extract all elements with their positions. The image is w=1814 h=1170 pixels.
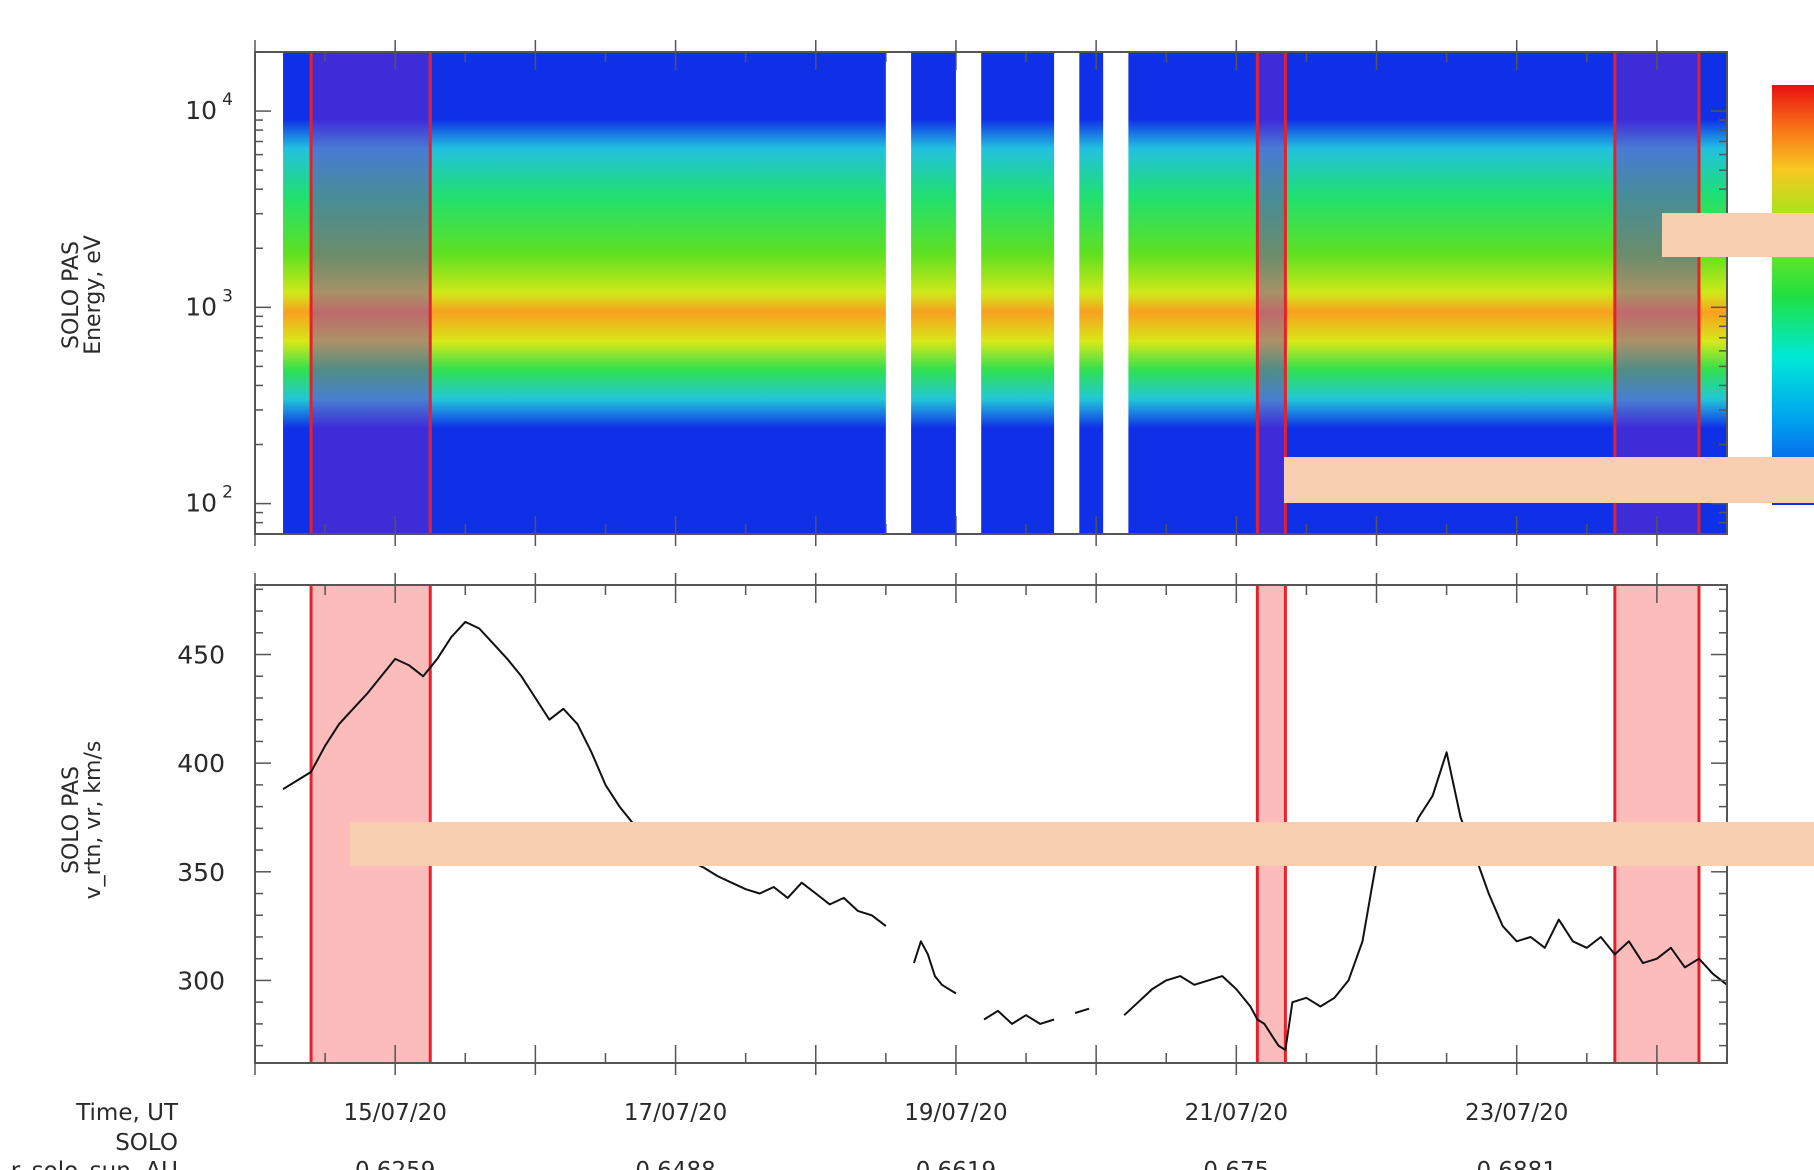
date-tick-label-0: 15/07/20 xyxy=(344,1100,447,1126)
distance-tick-label-0: 0.6259 xyxy=(355,1158,435,1170)
velocity-line-segment-1 xyxy=(912,940,957,995)
velocity-ytick-label-3: 450 xyxy=(177,641,225,670)
redaction-bar-2 xyxy=(1284,457,1814,503)
velocity-line-segment-3 xyxy=(1074,1007,1090,1014)
date-tick-label-4: 23/07/20 xyxy=(1465,1100,1568,1126)
distance-tick-label-2: 0.6619 xyxy=(916,1158,996,1170)
spectrogram-frame xyxy=(254,51,1728,535)
date-tick-label-3: 21/07/20 xyxy=(1185,1100,1288,1126)
data-gap-3 xyxy=(1054,52,1080,534)
spectrogram-image xyxy=(255,52,1727,534)
spectrogram-data-gaps xyxy=(255,52,1129,534)
spectrogram-ytick-label-2: 10 xyxy=(185,96,217,125)
spectrogram-ytick-exponent-0: 2 xyxy=(222,483,233,503)
velocity-ytick-label-0: 300 xyxy=(177,966,225,995)
velocity-ylabel-line1: SOLO PAS xyxy=(59,766,84,874)
spectrogram-ylabel-line1: SOLO PAS xyxy=(59,241,84,349)
redaction-bar-1 xyxy=(1662,213,1814,257)
spectrogram-highlight-intervals xyxy=(309,52,1701,534)
colorbar xyxy=(1772,85,1814,505)
time-axis-labels: Time, UT SOLO r_solo_sun, AU 15/07/20 0.6… xyxy=(11,1100,1569,1170)
velocity-axis-ticks xyxy=(254,573,1728,1075)
data-gap-4 xyxy=(1103,52,1129,534)
velocity-ylabel-line2: v_rtn, vr, km/s xyxy=(81,741,106,900)
date-tick-label-1: 17/07/20 xyxy=(624,1100,727,1126)
data-gap-0 xyxy=(255,52,284,534)
time-row-label: Time, UT xyxy=(75,1100,179,1126)
spectrogram-axis-ticks xyxy=(254,40,1728,546)
velocity-line-segment-2 xyxy=(983,1009,1055,1025)
spectrogram-ylabel-line2: Energy, eV xyxy=(81,235,106,355)
data-gap-1 xyxy=(885,52,912,534)
data-gap-2 xyxy=(955,52,982,534)
velocity-y-tick-labels: 300 350 400 450 xyxy=(177,641,225,996)
spectrogram-ytick-exponent-1: 3 xyxy=(222,286,233,306)
distance-tick-label-3: 0.675 xyxy=(1203,1158,1269,1170)
spectrogram-highlight-1 xyxy=(1257,52,1286,534)
velocity-ytick-label-1: 350 xyxy=(177,858,225,887)
redaction-bar-3 xyxy=(350,822,1814,866)
distance-row-label: r_solo_sun, AU xyxy=(11,1158,178,1170)
velocity-line-segment-0 xyxy=(282,620,887,927)
velocity-ytick-label-2: 400 xyxy=(177,749,225,778)
spectrogram-ytick-label-1: 10 xyxy=(185,292,217,321)
distance-tick-label-4: 0.6881 xyxy=(1476,1158,1556,1170)
date-tick-label-2: 19/07/20 xyxy=(904,1100,1007,1126)
solo-row-label: SOLO xyxy=(115,1130,178,1156)
spectrogram-highlight-2 xyxy=(1614,52,1699,534)
distance-tick-label-1: 0.6488 xyxy=(635,1158,715,1170)
spectrogram-highlight-0 xyxy=(311,52,431,534)
spectrogram-ytick-exponent-2: 4 xyxy=(222,90,233,110)
spectrogram-ytick-label-0: 10 xyxy=(185,489,217,518)
